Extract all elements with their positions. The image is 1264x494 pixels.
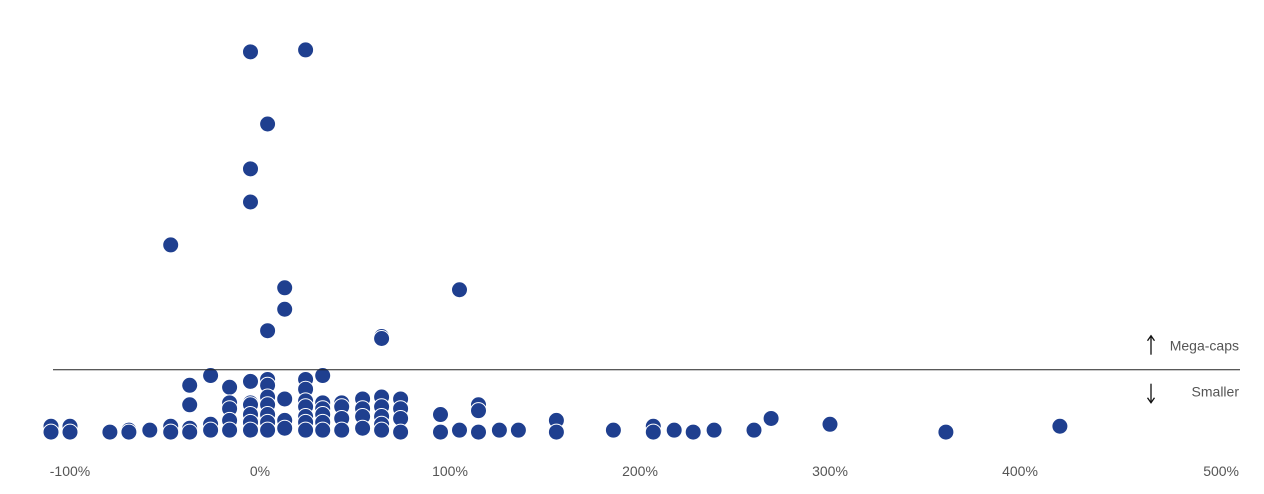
x-tick-label: 500% [1203, 463, 1239, 479]
data-point [314, 421, 332, 439]
data-point [242, 372, 259, 390]
annotation-smaller: Smaller [1192, 384, 1240, 400]
arrow-up-icon [1146, 334, 1156, 355]
data-point [392, 423, 410, 441]
data-point [276, 279, 294, 297]
data-point [181, 376, 199, 394]
data-point [665, 421, 683, 439]
data-point [162, 236, 180, 254]
data-point [181, 396, 199, 414]
data-point [297, 41, 315, 59]
data-point [821, 415, 839, 433]
x-tick-label: 200% [622, 463, 658, 479]
data-point [432, 406, 449, 424]
data-point [61, 423, 79, 441]
data-point [432, 423, 449, 441]
x-tick-label: 100% [432, 463, 468, 479]
data-point [276, 419, 294, 437]
data-point [604, 421, 622, 439]
data-point [373, 330, 391, 347]
data-point [242, 421, 259, 439]
data-point [490, 421, 508, 439]
data-point [120, 423, 138, 441]
data-point [451, 421, 468, 439]
data-point [242, 43, 259, 61]
data-point [202, 421, 220, 439]
x-tick-label: 400% [1002, 463, 1038, 479]
data-point [297, 421, 315, 439]
arrow-down-icon [1146, 383, 1156, 404]
data-point [314, 367, 332, 385]
data-point [276, 390, 294, 408]
x-tick-label: -100% [50, 463, 90, 479]
data-point [509, 421, 527, 439]
data-point [162, 423, 180, 441]
x-tick-label: 0% [250, 463, 270, 479]
data-point [202, 367, 220, 385]
data-point [745, 421, 763, 439]
data-point [181, 423, 199, 441]
data-point [101, 423, 119, 441]
data-point [470, 423, 487, 441]
data-point [354, 419, 372, 437]
data-point [937, 423, 955, 441]
data-point [470, 402, 487, 420]
data-point [242, 160, 259, 178]
data-point [259, 115, 277, 133]
data-point [259, 322, 277, 340]
data-point [276, 300, 294, 318]
data-point [221, 378, 239, 396]
data-point [684, 423, 702, 441]
x-tick-label: 300% [812, 463, 848, 479]
data-point [373, 421, 391, 439]
data-point [242, 193, 259, 211]
points-layer [42, 41, 1069, 441]
data-point [1051, 417, 1069, 435]
annotation-mega-caps: Mega-caps [1170, 338, 1239, 354]
data-point [644, 423, 662, 441]
data-point [259, 421, 277, 439]
data-point [705, 421, 723, 439]
data-point [141, 421, 159, 439]
data-point [333, 421, 351, 439]
data-point [762, 409, 780, 427]
data-point [547, 423, 565, 441]
data-point [451, 281, 468, 299]
data-point [42, 423, 60, 441]
data-point [221, 421, 239, 439]
x-axis-ticks: -100% 0% 100% 200% 300% 400% 500% [50, 463, 1239, 479]
